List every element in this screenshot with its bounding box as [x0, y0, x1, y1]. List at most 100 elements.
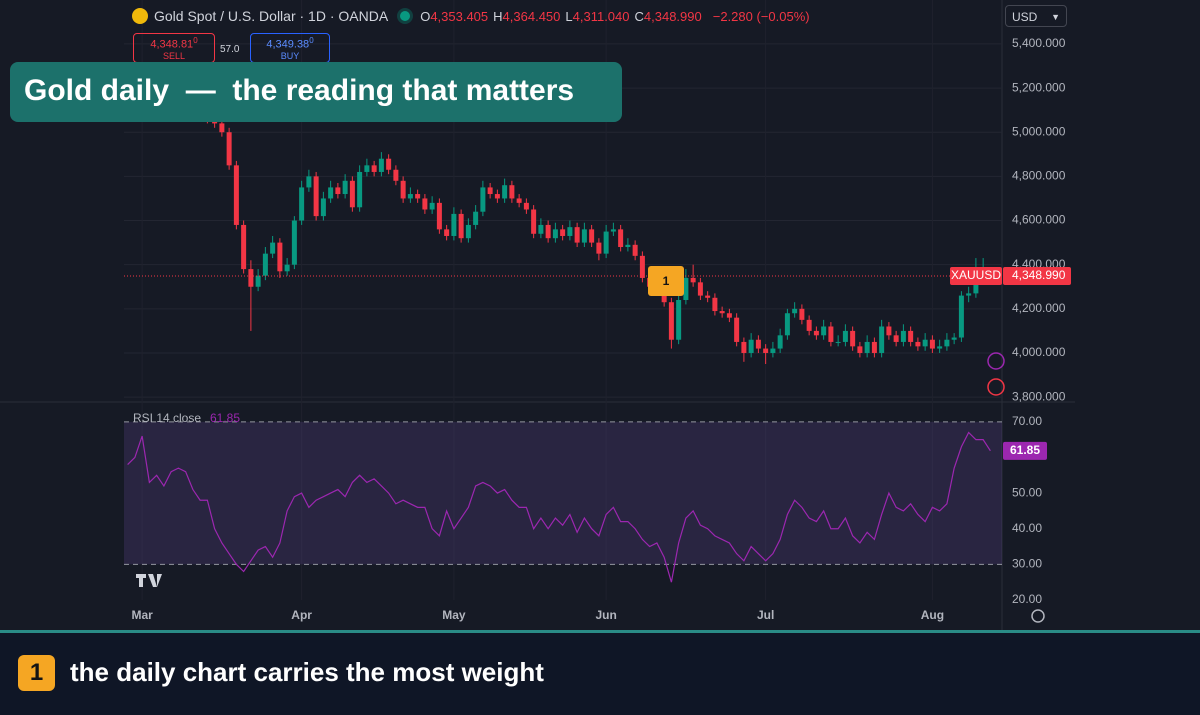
y-tick-label: 5,200.000: [1012, 80, 1066, 94]
candle-body: [951, 337, 957, 340]
change: −2.280 (−0.05%): [712, 8, 810, 24]
rsi-tick-label: 20.00: [1012, 592, 1042, 606]
y-tick-label: 4,800.000: [1012, 169, 1066, 183]
candle-body: [719, 311, 725, 314]
buy-label: BUY: [280, 50, 300, 61]
candle-body: [726, 313, 732, 318]
y-tick-label: 5,000.000: [1012, 124, 1066, 138]
candle-body: [690, 277, 696, 283]
candle-body: [342, 180, 348, 195]
candle-body: [589, 229, 595, 243]
candle-body: [610, 229, 616, 232]
candle-body: [770, 348, 776, 353]
candle-body: [966, 293, 972, 296]
ohlc-key: C: [634, 8, 644, 24]
candle-body: [741, 341, 747, 353]
spread: 57.0: [220, 44, 240, 55]
candle-body: [531, 209, 537, 234]
symbol-icon: [132, 8, 148, 24]
header: Gold Spot / U.S. Dollar · 1D · OANDA O4,…: [132, 8, 810, 24]
ohlc-value: 4,311.040: [572, 8, 630, 24]
sell-label: SELL: [162, 50, 186, 61]
ohlc-key: L: [565, 8, 573, 24]
y-tick-label: 3,800.000: [1012, 389, 1066, 403]
candle-body: [581, 229, 587, 243]
candle-body: [871, 341, 877, 353]
alert-icon: [987, 352, 1005, 370]
candle-body: [697, 282, 703, 296]
candle-body: [799, 308, 805, 320]
candle-body: [639, 255, 645, 278]
callout-marker: 1: [18, 655, 55, 691]
candle-body: [929, 339, 935, 349]
candle-body: [755, 339, 761, 349]
market-status: [400, 11, 411, 21]
currency-select[interactable]: USD ▼: [1005, 5, 1067, 27]
symbol[interactable]: Gold Spot / U.S. Dollar · 1D · OANDA: [154, 8, 389, 24]
rsi-tag: [1003, 441, 1047, 460]
candle-body: [850, 330, 856, 347]
candle-body: [386, 158, 392, 170]
y-tick-label: 5,400.000: [1012, 36, 1066, 50]
rsi-line: [127, 431, 991, 583]
candle-body: [378, 158, 384, 172]
candle-body: [676, 300, 682, 340]
candle-body: [422, 198, 428, 210]
candle-body: [487, 187, 493, 195]
candle-body: [335, 187, 341, 195]
buy-price: 4,349.38: [266, 38, 310, 51]
candle-body: [835, 341, 841, 343]
sell-price: 4,348.81: [150, 38, 194, 51]
candle-body: [320, 198, 326, 217]
candle-body: [233, 165, 239, 225]
candle-body: [502, 185, 508, 199]
y-tick-label: 4,600.000: [1012, 213, 1066, 227]
candle-body: [915, 341, 921, 347]
candle-body: [415, 194, 421, 199]
candle-body: [516, 198, 522, 203]
rsi-tick-label: 70.00: [1012, 414, 1042, 428]
candle-body: [864, 341, 870, 353]
rsi-tick-label: 30.00: [1012, 557, 1042, 571]
sell-button[interactable]: 4,348.810 SELL: [133, 33, 215, 63]
candle-body: [705, 295, 711, 298]
chart-marker-label: 1: [663, 274, 670, 288]
ohlc: O4,353.405 H4,364.450 L4,311.040 C4,348.990: [420, 9, 707, 24]
candle-body: [944, 339, 950, 347]
x-tick-label: May: [442, 608, 466, 622]
candle-body: [900, 330, 906, 342]
candle-body: [893, 335, 899, 342]
rsi-tick-label: 40.00: [1012, 521, 1042, 535]
candle-body: [444, 229, 450, 236]
candle-body: [226, 132, 232, 166]
candle-body: [857, 346, 863, 353]
candle-body: [523, 202, 529, 210]
symbol-tag-label: XAUUSD: [951, 268, 1001, 282]
candle-body: [748, 339, 754, 353]
candle-body: [451, 213, 457, 236]
sell-pip: 0: [193, 36, 198, 45]
candle-body: [494, 194, 500, 199]
candle-body: [973, 277, 979, 294]
candle-body: [668, 302, 674, 340]
buy-button[interactable]: 4,349.380 BUY: [250, 33, 330, 63]
candle-body: [262, 253, 268, 276]
rsi-tag-label: 61.85: [1010, 443, 1040, 457]
candle-body: [552, 229, 558, 239]
candle-body: [480, 187, 486, 212]
ohlc-key: H: [493, 8, 503, 24]
callout-bar: 1 the daily chart carries the most weigh…: [0, 630, 1200, 715]
ohlc-key: O: [420, 8, 431, 24]
candle-body: [596, 242, 602, 254]
rsi-current: 61.85: [210, 411, 240, 425]
candle-body: [683, 277, 689, 300]
candle-body: [734, 317, 740, 342]
chart-marker: [648, 266, 684, 296]
ohlc-value: 4,364.450: [502, 8, 561, 24]
symbol-tag: [950, 266, 1002, 285]
candle-body: [277, 242, 283, 272]
x-tick-label: Aug: [921, 608, 944, 622]
candle-body: [763, 348, 769, 353]
candle-body: [255, 275, 261, 287]
